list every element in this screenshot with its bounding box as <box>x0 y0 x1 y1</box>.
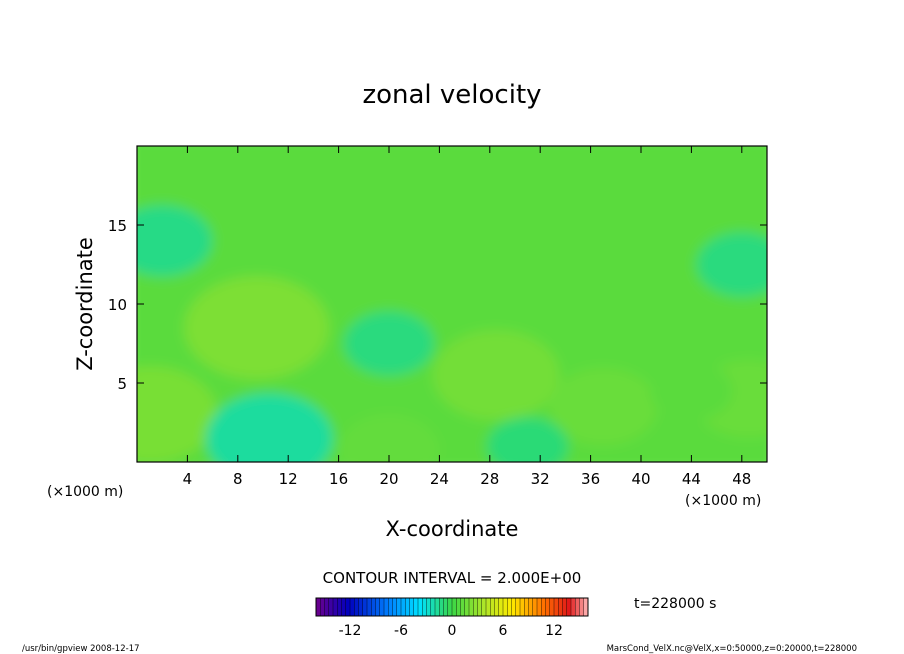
colorbar-tick-label: 6 <box>499 623 508 639</box>
x-tick-label: 8 <box>233 470 243 488</box>
field-extremum-8 <box>137 205 213 277</box>
field-extremum-0 <box>184 276 330 380</box>
field-extremum-9 <box>696 232 767 297</box>
y-tick-label: 5 <box>117 375 127 393</box>
field-extremum-10 <box>343 311 435 376</box>
field-extremum-2 <box>548 367 658 446</box>
y-axis-label: Z-coordinate <box>73 237 97 371</box>
velocity-field <box>137 146 767 462</box>
footer-right: MarsCond_VelX.nc@VelX,x=0:50000,z=0:2000… <box>607 644 857 654</box>
x-tick-label: 36 <box>581 470 600 488</box>
colorbar <box>315 598 589 616</box>
chart-title: zonal velocity <box>362 80 541 110</box>
x-tick-label: 48 <box>732 470 751 488</box>
x-tick-label: 28 <box>480 470 499 488</box>
y-tick-label: 15 <box>108 217 127 235</box>
y-axis-unit: (×1000 m) <box>47 484 123 500</box>
colorbar-tick-label: -6 <box>394 623 408 639</box>
x-axis-unit: (×1000 m) <box>685 493 761 509</box>
x-tick-label: 44 <box>682 470 701 488</box>
colorbar-tick-label: -12 <box>339 623 362 639</box>
x-tick-label: 4 <box>183 470 193 488</box>
colorbar-tick-label: 0 <box>448 623 457 639</box>
x-axis-ticks: 4 8 12 16 20 24 28 32 36 40 44 48 <box>183 146 751 488</box>
field-extremum-6 <box>339 413 439 462</box>
field-extremum-11 <box>486 417 569 462</box>
field-extremum-7 <box>205 393 333 462</box>
contour-interval-label: CONTOUR INTERVAL = 2.000E+00 <box>323 569 582 587</box>
y-axis-ticks: 5 10 15 <box>108 217 767 393</box>
x-tick-label: 32 <box>531 470 550 488</box>
field-extremum-1 <box>432 329 560 421</box>
colorbar-ticks: -12 -6 0 6 12 <box>339 623 563 639</box>
x-tick-label: 40 <box>631 470 650 488</box>
x-tick-label: 12 <box>279 470 298 488</box>
field-extremum-5 <box>650 361 733 421</box>
x-axis-label: X-coordinate <box>386 517 519 541</box>
colorbar-frame <box>315 597 589 617</box>
footer-left: /usr/bin/gpview 2008-12-17 <box>22 644 140 654</box>
x-tick-label: 24 <box>430 470 449 488</box>
field-extremum-3 <box>137 366 218 462</box>
colorbar-tick-label: 12 <box>545 623 563 639</box>
x-tick-label: 16 <box>329 470 348 488</box>
x-tick-label: 20 <box>379 470 398 488</box>
y-tick-label: 10 <box>108 296 127 314</box>
time-label: t=228000 s <box>634 596 716 612</box>
